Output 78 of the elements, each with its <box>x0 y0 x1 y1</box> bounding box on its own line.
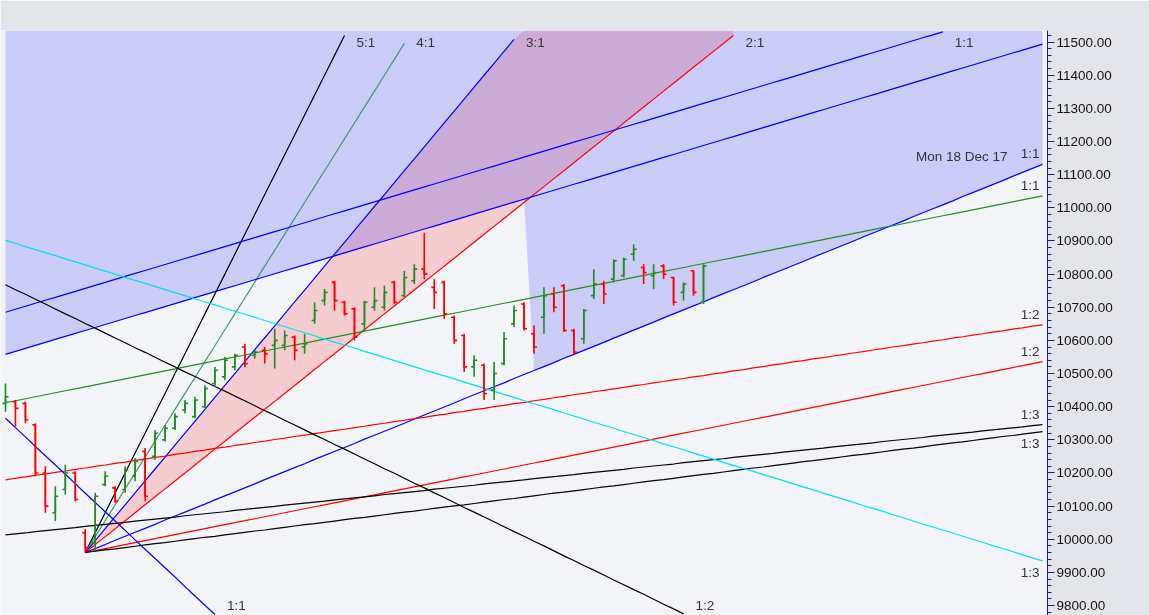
y-tick-label: 10800.00 <box>1056 266 1113 282</box>
candlestick <box>91 492 100 552</box>
y-tick-label: 9800.00 <box>1056 598 1106 614</box>
candlestick <box>520 301 528 332</box>
series-label: 3:1 <box>526 34 545 50</box>
candlestick <box>580 308 588 345</box>
candlestick <box>201 384 209 410</box>
candlestick <box>560 283 568 333</box>
candlestick <box>400 270 409 299</box>
y-tick-label: 10000.00 <box>1056 531 1113 547</box>
y-tick-label: 11500.00 <box>1056 34 1112 50</box>
y-tick-label: 10400.00 <box>1056 399 1113 415</box>
candlestick <box>570 328 578 357</box>
candlestick <box>330 279 339 312</box>
line-series <box>4 195 1044 404</box>
y-tick-label: 10700.00 <box>1056 299 1113 315</box>
candlestick <box>500 331 508 367</box>
candlestick <box>211 366 219 388</box>
candlestick <box>590 268 598 300</box>
candlestick <box>151 429 159 461</box>
series-label: 1:2 <box>1020 343 1040 359</box>
candlestick <box>390 279 399 305</box>
y-tick-label: 10900.00 <box>1056 233 1113 249</box>
series-label: 1:3 <box>1020 435 1040 451</box>
series-label: 2:1 <box>745 34 765 50</box>
candlestick <box>31 422 40 478</box>
series-label: 1:3 <box>1020 406 1040 422</box>
candlestick <box>550 286 558 314</box>
candlestick <box>689 270 698 297</box>
y-tick-label: 10200.00 <box>1056 465 1113 481</box>
y-tick-label: 11000.00 <box>1056 200 1112 216</box>
series-label: 1:2 <box>695 597 715 613</box>
candlestick <box>241 342 249 368</box>
candlestick <box>61 463 70 496</box>
y-tick-label: 11300.00 <box>1056 100 1112 116</box>
series-label: 1:1 <box>1020 177 1040 193</box>
series-label: 1:3 <box>1020 564 1040 580</box>
candlestick <box>51 485 60 522</box>
candlestick <box>300 332 309 355</box>
y-tick-label: 10300.00 <box>1056 432 1113 448</box>
series-label: 1:1 <box>954 34 974 50</box>
candlestick <box>490 361 498 401</box>
y-tick-label: 11400.00 <box>1056 67 1112 83</box>
series-label: 1:1 <box>226 597 246 613</box>
candlestick <box>131 457 139 483</box>
y-tick-label: 10100.00 <box>1056 498 1113 514</box>
candlestick <box>599 279 608 305</box>
candlestick <box>540 286 548 335</box>
candlestick <box>221 356 229 381</box>
candlestick <box>440 279 449 320</box>
candlestick <box>350 306 359 342</box>
candlestick <box>619 256 628 279</box>
candlestick <box>609 258 618 284</box>
candlestick <box>460 332 468 373</box>
candlestick <box>360 299 369 332</box>
series-label: 1:1 <box>1020 146 1040 162</box>
candlestick <box>380 284 389 312</box>
candlestick <box>699 263 708 305</box>
annotation: Mon 18 Dec 17 <box>915 148 1008 164</box>
candlestick <box>290 334 299 362</box>
y-tick-label: 10600.00 <box>1056 332 1113 348</box>
y-tick-label: 10500.00 <box>1056 366 1113 382</box>
candlestick <box>480 362 488 401</box>
candlestick <box>121 465 129 494</box>
candlestick <box>21 400 30 425</box>
candlestick <box>530 324 538 355</box>
candlestick <box>191 395 199 420</box>
series-label: 4:1 <box>416 34 436 50</box>
series-label: 5:1 <box>356 34 376 50</box>
series-label: 1:2 <box>1020 306 1040 322</box>
candlestick <box>420 231 429 280</box>
candlestick <box>470 354 478 378</box>
y-tick-label: 9900.00 <box>1056 564 1106 580</box>
y-tick-label: 11200.00 <box>1056 134 1112 150</box>
candlestick <box>510 304 518 328</box>
candlestick <box>669 276 678 307</box>
candlestick <box>450 314 458 345</box>
y-tick-label: 11100.00 <box>1056 167 1111 183</box>
